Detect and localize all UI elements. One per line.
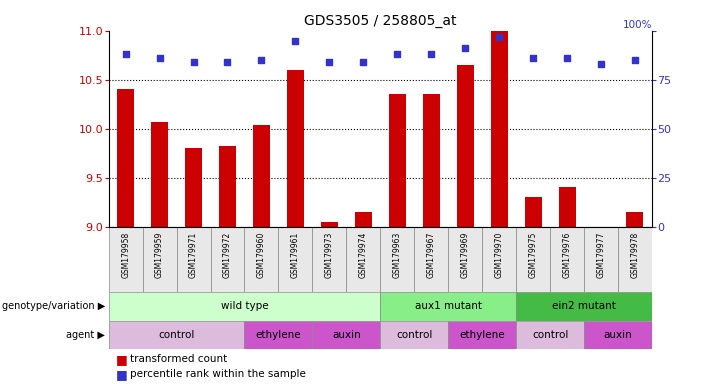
Point [222, 59, 233, 65]
Text: GSM179963: GSM179963 [393, 232, 402, 278]
Bar [516, 292, 652, 321]
Bar [550, 227, 584, 292]
Bar [253, 125, 270, 227]
Text: GSM179972: GSM179972 [223, 232, 232, 278]
Text: control: control [158, 330, 195, 340]
Bar [584, 227, 618, 292]
Bar [516, 227, 550, 292]
Text: GSM179975: GSM179975 [529, 232, 538, 278]
Title: GDS3505 / 258805_at: GDS3505 / 258805_at [304, 14, 456, 28]
Text: transformed count: transformed count [130, 354, 227, 364]
Bar [423, 94, 440, 227]
Text: GSM179969: GSM179969 [461, 232, 470, 278]
Bar [313, 321, 381, 349]
Bar [414, 227, 448, 292]
Bar [117, 89, 134, 227]
Point [527, 55, 538, 61]
Bar [618, 227, 652, 292]
Text: control: control [396, 330, 433, 340]
Bar [381, 292, 516, 321]
Text: agent ▶: agent ▶ [67, 330, 105, 340]
Text: wild type: wild type [221, 301, 268, 311]
Bar [109, 321, 245, 349]
Point [562, 55, 573, 61]
Bar [482, 227, 516, 292]
Bar [210, 227, 245, 292]
Bar [177, 227, 210, 292]
Text: GSM179960: GSM179960 [257, 232, 266, 278]
Text: GSM179958: GSM179958 [121, 232, 130, 278]
Bar [219, 146, 236, 227]
Bar [584, 321, 652, 349]
Bar [109, 292, 381, 321]
Bar [287, 70, 304, 227]
Bar [109, 227, 142, 292]
Bar [278, 227, 313, 292]
Point [120, 51, 131, 57]
Text: GSM179961: GSM179961 [291, 232, 300, 278]
Point [154, 55, 165, 61]
Text: GSM179967: GSM179967 [427, 232, 436, 278]
Point [188, 59, 199, 65]
Text: percentile rank within the sample: percentile rank within the sample [130, 369, 306, 379]
Text: GSM179977: GSM179977 [597, 232, 606, 278]
Point [426, 51, 437, 57]
Text: GSM179974: GSM179974 [359, 232, 368, 278]
Bar [524, 197, 542, 227]
Point [392, 51, 403, 57]
Point [324, 59, 335, 65]
Point [290, 38, 301, 44]
Bar [448, 321, 516, 349]
Text: GSM179970: GSM179970 [495, 232, 503, 278]
Point [595, 61, 606, 67]
Bar [321, 222, 338, 227]
Text: ethylene: ethylene [256, 330, 301, 340]
Text: 100%: 100% [622, 20, 652, 30]
Text: ein2 mutant: ein2 mutant [552, 301, 616, 311]
Bar [381, 321, 448, 349]
Text: GSM179973: GSM179973 [325, 232, 334, 278]
Text: ■: ■ [116, 368, 128, 381]
Bar [516, 321, 584, 349]
Bar [448, 227, 482, 292]
Point [494, 33, 505, 40]
Bar [389, 94, 406, 227]
Text: auxin: auxin [332, 330, 361, 340]
Bar [313, 227, 346, 292]
Bar [142, 227, 177, 292]
Bar [559, 187, 576, 227]
Bar [627, 212, 644, 227]
Bar [491, 31, 508, 227]
Bar [245, 321, 313, 349]
Bar [355, 212, 372, 227]
Text: ethylene: ethylene [459, 330, 505, 340]
Point [460, 45, 471, 51]
Text: GSM179978: GSM179978 [630, 232, 639, 278]
Bar [346, 227, 380, 292]
Text: genotype/variation ▶: genotype/variation ▶ [2, 301, 105, 311]
Text: aux1 mutant: aux1 mutant [415, 301, 482, 311]
Bar [245, 227, 278, 292]
Point [629, 57, 641, 63]
Text: GSM179971: GSM179971 [189, 232, 198, 278]
Point [256, 57, 267, 63]
Text: control: control [532, 330, 569, 340]
Bar [381, 227, 414, 292]
Text: ■: ■ [116, 353, 128, 366]
Text: auxin: auxin [604, 330, 632, 340]
Point [358, 59, 369, 65]
Bar [185, 148, 202, 227]
Bar [151, 122, 168, 227]
Text: GSM179959: GSM179959 [155, 232, 164, 278]
Bar [456, 65, 474, 227]
Text: GSM179976: GSM179976 [562, 232, 571, 278]
